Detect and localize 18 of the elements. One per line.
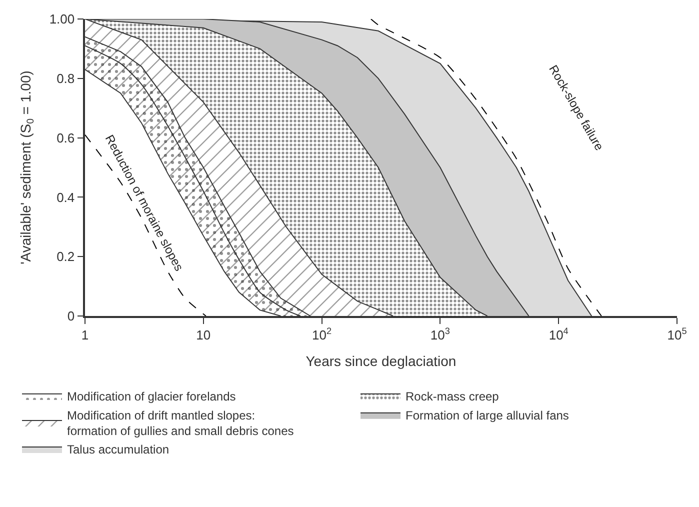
legend-label: Modification of drift mantled slopes: formation of gullies and small debris cones bbox=[67, 408, 294, 438]
legend-label: Formation of large alluvial fans bbox=[406, 408, 569, 423]
y-tick-label: 0.6 bbox=[56, 130, 75, 146]
x-tick-label: 10$^{2}$ bbox=[312, 326, 332, 342]
y-tick-label: 0 bbox=[67, 308, 75, 324]
y-tick-label: 0.8 bbox=[56, 70, 75, 86]
x-tick-label: 1 bbox=[81, 327, 89, 342]
x-tick-label: 10$^{4}$ bbox=[548, 326, 568, 342]
x-tick-label: 10$^{3}$ bbox=[430, 326, 450, 342]
legend-label: Talus accumulation bbox=[67, 442, 170, 457]
x-tick-label: 10$^{5}$ bbox=[667, 326, 687, 342]
y-tick-label: 0.2 bbox=[56, 249, 75, 264]
legend-label: Modification of glacier forelands bbox=[67, 390, 236, 404]
y-tick-label: 1.00 bbox=[49, 12, 75, 27]
x-axis-title: Years since deglaciation bbox=[306, 353, 456, 370]
legend-label: Rock-mass creep bbox=[406, 390, 500, 404]
x-tick-label: 10 bbox=[196, 327, 211, 342]
y-tick-label: 0.4 bbox=[56, 190, 75, 205]
